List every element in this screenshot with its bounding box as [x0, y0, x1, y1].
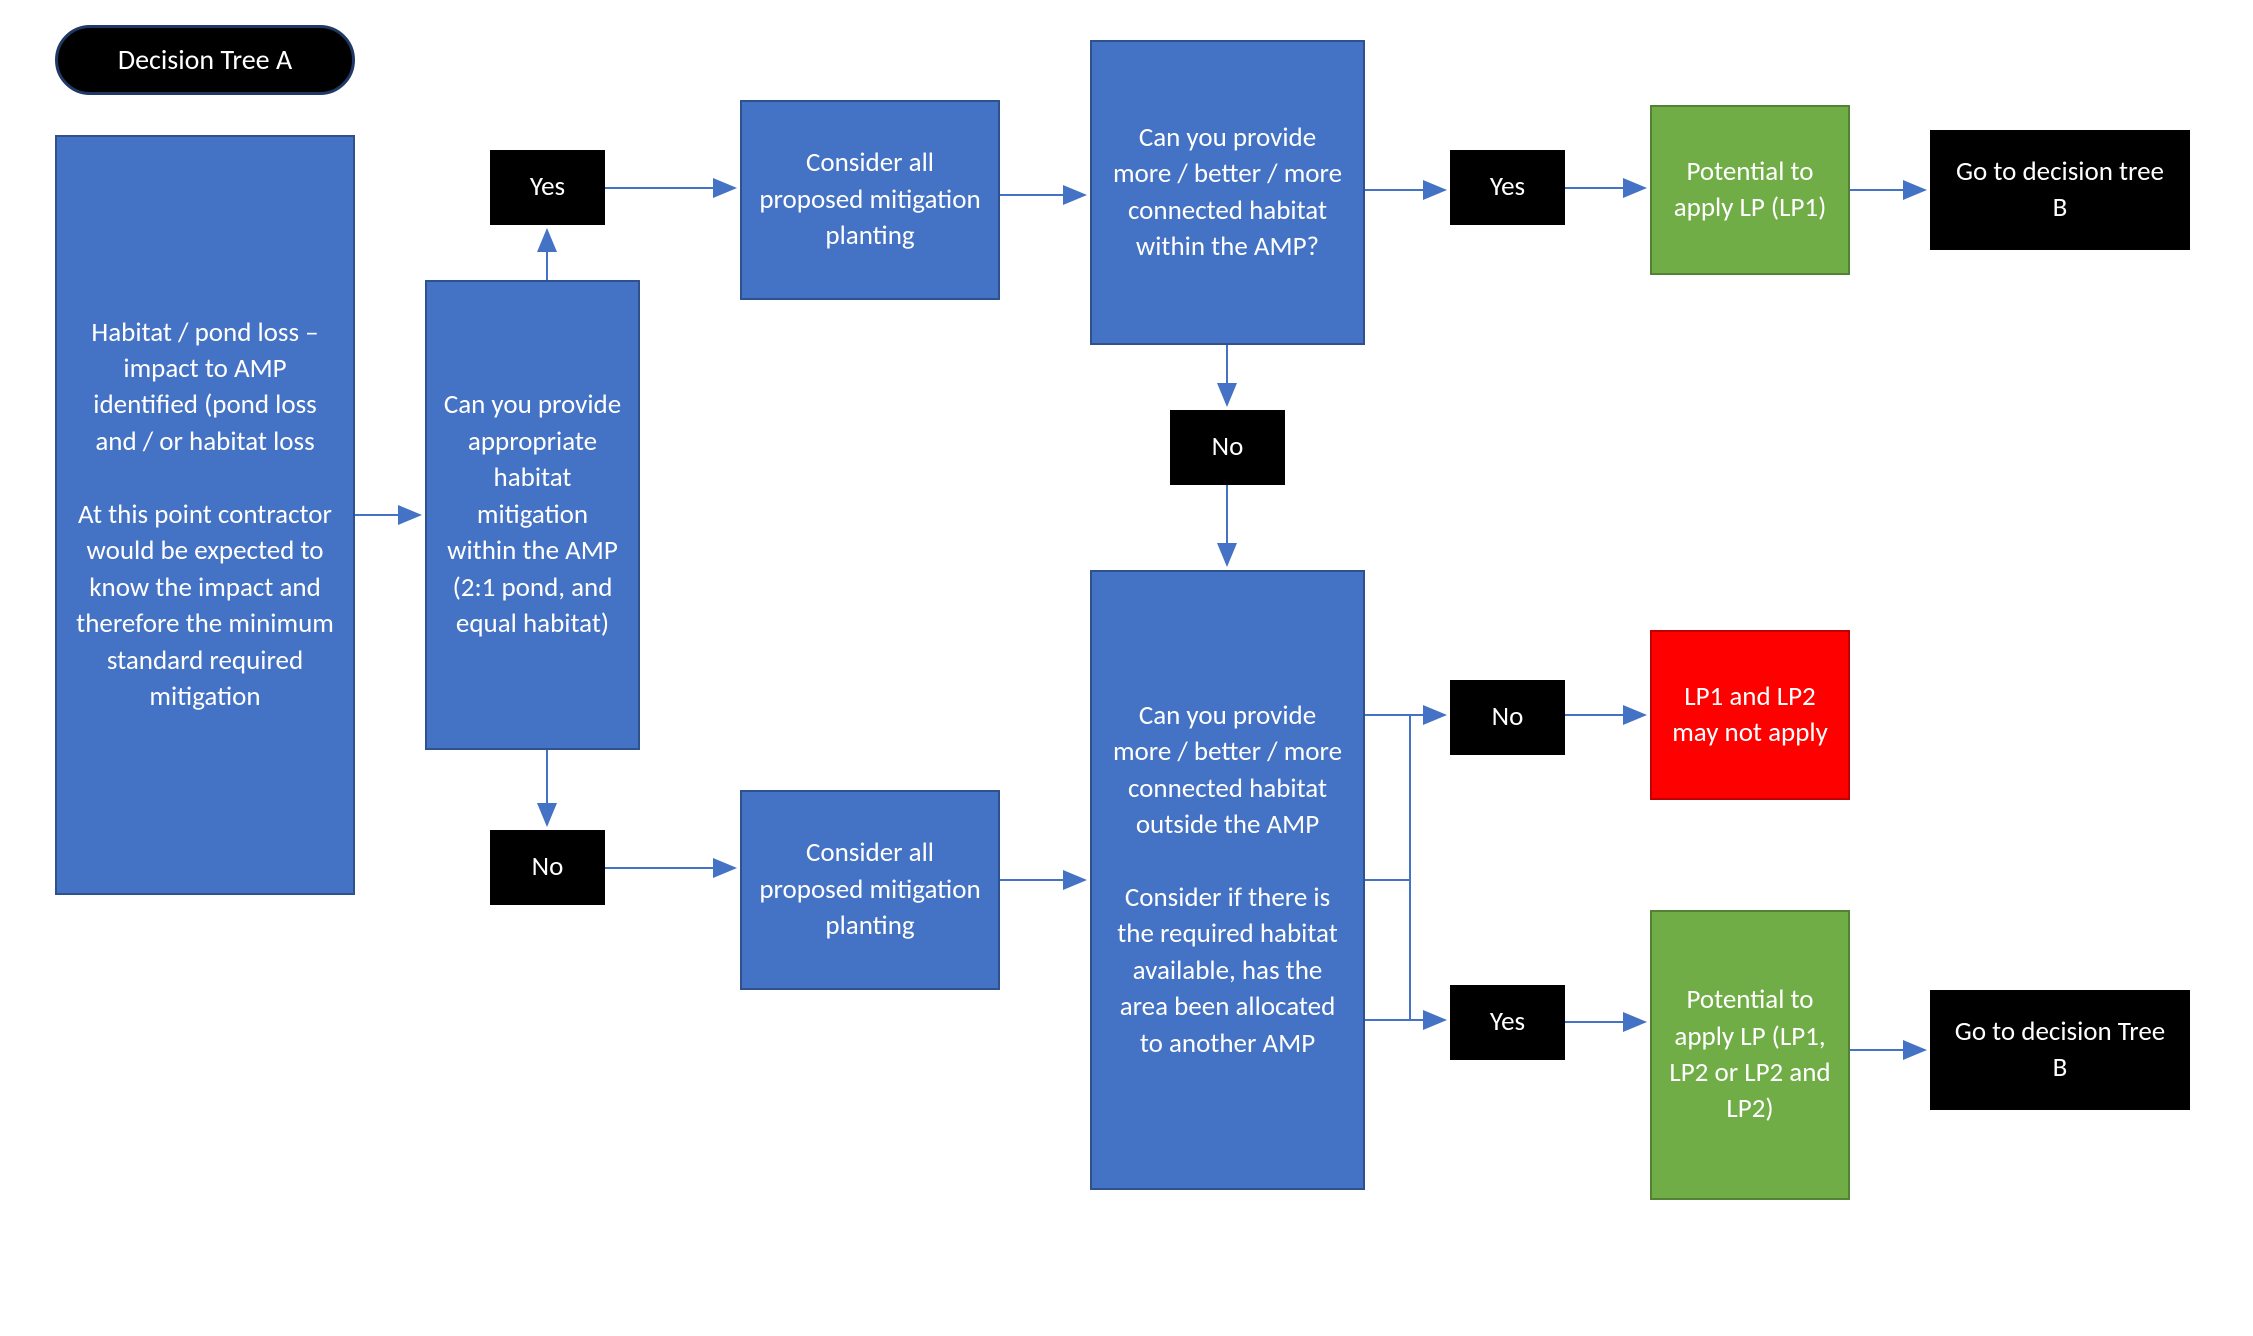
lp2-label: Potential to apply LP (LP1, LP2 or LP2 a…	[1668, 982, 1832, 1128]
goto-b-bot-label: Go to decision Tree B	[1948, 1014, 2172, 1087]
yes2-label: Yes	[1490, 169, 1525, 205]
consider-bot-node: Consider all proposed mitigation plantin…	[740, 790, 1000, 990]
goto-b-bot-node: Go to decision Tree B	[1930, 990, 2190, 1110]
goto-b-top-label: Go to decision tree B	[1948, 154, 2172, 227]
start-node: Habitat / pond loss – impact to AMP iden…	[55, 135, 355, 895]
lp-notapply-label: LP1 and LP2 may not apply	[1668, 679, 1832, 752]
title-label: Decision Tree A	[118, 41, 292, 79]
lp1-node: Potential to apply LP (LP1)	[1650, 105, 1850, 275]
lp2-node: Potential to apply LP (LP1, LP2 or LP2 a…	[1650, 910, 1850, 1200]
no2-node: No	[1170, 410, 1285, 485]
q-outside-label: Can you provide more / better / more con…	[1108, 698, 1347, 1062]
consider-top-label: Consider all proposed mitigation plantin…	[758, 145, 982, 254]
no3-label: No	[1492, 699, 1524, 735]
q-mitigation-label: Can you provide appropriate habitat miti…	[443, 387, 622, 642]
yes1-node: Yes	[490, 150, 605, 225]
q-within-node: Can you provide more / better / more con…	[1090, 40, 1365, 345]
lp1-label: Potential to apply LP (LP1)	[1668, 154, 1832, 227]
lp-notapply-node: LP1 and LP2 may not apply	[1650, 630, 1850, 800]
no1-node: No	[490, 830, 605, 905]
yes2-node: Yes	[1450, 150, 1565, 225]
yes3-node: Yes	[1450, 985, 1565, 1060]
q-mitigation-node: Can you provide appropriate habitat miti…	[425, 280, 640, 750]
q-within-label: Can you provide more / better / more con…	[1108, 120, 1347, 266]
title-pill: Decision Tree A	[55, 25, 355, 95]
no3-node: No	[1450, 680, 1565, 755]
consider-bot-label: Consider all proposed mitigation plantin…	[758, 835, 982, 944]
yes3-label: Yes	[1490, 1004, 1525, 1040]
q-outside-node: Can you provide more / better / more con…	[1090, 570, 1365, 1190]
no1-label: No	[532, 849, 564, 885]
start-label: Habitat / pond loss – impact to AMP iden…	[73, 315, 337, 716]
yes1-label: Yes	[530, 169, 565, 205]
consider-top-node: Consider all proposed mitigation plantin…	[740, 100, 1000, 300]
goto-b-top-node: Go to decision tree B	[1930, 130, 2190, 250]
no2-label: No	[1212, 429, 1244, 465]
